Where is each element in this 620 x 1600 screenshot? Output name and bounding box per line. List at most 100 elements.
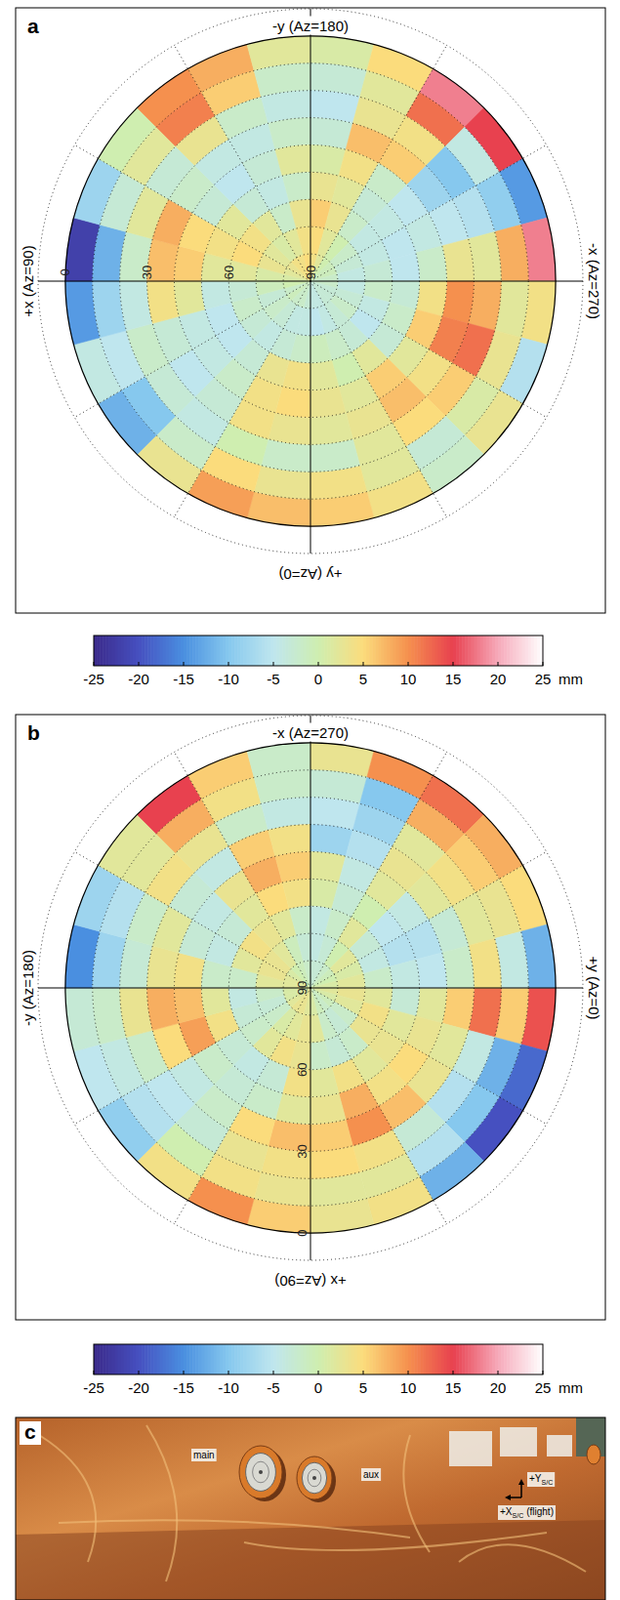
antenna-face [301, 1462, 327, 1494]
cell [310, 386, 346, 418]
label-background [584, 240, 604, 323]
colorbar-unit: mm [558, 1379, 583, 1397]
azimuth-grid [310, 281, 583, 283]
colorbar-tick-label: 0 [314, 670, 323, 688]
cell [174, 281, 207, 317]
azimuth-grid [310, 8, 312, 282]
label-background [527, 1472, 555, 1488]
foil-wrinkle [146, 1425, 177, 1582]
panel-letter-background [19, 1421, 42, 1446]
foil-wrinkle [403, 1435, 430, 1553]
azimuth-grid [310, 988, 583, 990]
colorbar-tick [138, 661, 140, 666]
direction-label: +x (Az=90) [19, 245, 37, 317]
colorbar-tick [273, 1370, 275, 1375]
azimuth-grid [74, 281, 311, 418]
label-background [584, 952, 604, 1023]
colorbar-tick-label: -10 [217, 670, 240, 688]
cell [363, 259, 393, 282]
cell [336, 974, 366, 989]
foil-wrinkle [58, 1520, 411, 1538]
colorbar-tick [228, 661, 230, 666]
cell [310, 1093, 346, 1125]
foil-wrinkle [458, 1544, 586, 1572]
colorbar-tick-label: 15 [445, 1379, 462, 1397]
colorbar-tick [363, 1370, 365, 1375]
cell [310, 360, 339, 391]
direction-label: +y (Az=0) [278, 566, 342, 583]
antenna-center [258, 1470, 263, 1475]
cell [336, 267, 366, 282]
cell [310, 281, 318, 309]
range-circle [38, 715, 583, 1261]
cell [289, 906, 311, 936]
colorbar-tick-label: -15 [172, 670, 195, 688]
colorbar-tick-label: -15 [172, 1379, 195, 1397]
cell [282, 878, 311, 910]
colorbar-tick-label: 25 [535, 670, 552, 688]
colorbar-tick-label: -25 [82, 670, 105, 688]
colorbar-frame [93, 1344, 543, 1375]
elevation-tick-label: 30 [294, 1144, 310, 1158]
elevation-tick-label: 30 [139, 265, 155, 280]
direction-label-group: -y (Az=180) [18, 947, 38, 1030]
white-patch [499, 1427, 538, 1457]
azimuth-grid [310, 281, 547, 418]
colorbar-tick-label: 10 [400, 1379, 417, 1397]
colorbar-tick [138, 1370, 140, 1375]
foil [15, 1417, 606, 1600]
colorbar-tick-label: -10 [217, 1379, 240, 1397]
photo-label-group: +YS/C [527, 1472, 555, 1488]
colorbar-tick [363, 661, 365, 666]
azimuth-grid [74, 852, 311, 990]
photo-label-part: +X [499, 1506, 513, 1518]
direction-label-group: +x (Az=90) [18, 242, 38, 320]
elevation-tick-label: 90 [303, 265, 319, 280]
antenna-ring [252, 1461, 270, 1484]
photo-label: main [193, 1449, 215, 1461]
cell [389, 959, 420, 989]
colorbar-tick [542, 1370, 544, 1375]
cell [363, 966, 393, 989]
direction-label-group: -x (Az=270) [269, 723, 352, 743]
cell [415, 246, 448, 282]
cell [310, 307, 325, 336]
panel-letter: c [24, 1420, 37, 1444]
direction-label: -y (Az=180) [19, 950, 37, 1027]
azimuth-grid [174, 751, 312, 989]
colorbar-tick [542, 661, 544, 666]
panel-frame [15, 7, 606, 614]
small-device [586, 1445, 601, 1465]
photo-label-group: aux [361, 1468, 381, 1482]
panel-frame [15, 714, 606, 1321]
azimuth-grid [310, 715, 312, 989]
colorbar-tick-label: -5 [266, 670, 280, 688]
azimuth-grid [310, 751, 448, 989]
azimuth-grid [310, 44, 448, 282]
photo [15, 1417, 606, 1600]
white-patch [546, 1435, 573, 1457]
colorbar-tick [408, 661, 410, 666]
label-background [269, 723, 352, 743]
colorbar-tick [183, 1370, 185, 1375]
colorbar-tick-label: 0 [314, 1379, 323, 1397]
antenna-ring [307, 1469, 322, 1488]
azimuth-grid [310, 988, 448, 1225]
white-patch [449, 1431, 493, 1467]
figure: 0306090-y (Az=180)-x (Az=270)+y (Az=0)+x… [0, 0, 620, 1600]
colorbar-tick-label: 25 [535, 1379, 552, 1397]
label-background [275, 565, 345, 584]
photo-label-part: S/C [541, 1479, 554, 1487]
label-background [271, 1272, 349, 1291]
elevation-tick-label: 90 [294, 981, 310, 995]
photo-label-part: (flight) [526, 1506, 554, 1518]
cell [310, 1040, 332, 1071]
antenna-center [312, 1476, 317, 1481]
cell [310, 1014, 325, 1043]
photo-label-part: +Y [529, 1473, 542, 1485]
cell [201, 281, 232, 310]
colorbar-tick [453, 1370, 455, 1375]
elevation-tick-label: 0 [57, 268, 73, 276]
direction-label-group: +y (Az=0) [584, 952, 604, 1023]
direction-label-group: -x (Az=270) [584, 240, 604, 323]
